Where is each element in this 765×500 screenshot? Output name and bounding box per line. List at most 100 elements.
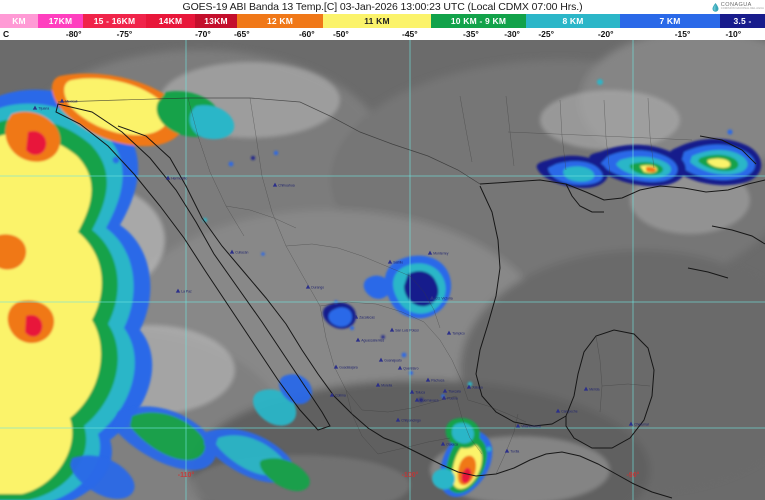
scale-segment-6: 11 KM xyxy=(323,14,431,28)
city-label: Guanajuato xyxy=(384,359,402,363)
city-dot-icon xyxy=(504,448,510,453)
city-dot-icon xyxy=(305,284,311,289)
logo-subtitle-text: COMISIÓN NACIONAL DEL AGUA xyxy=(720,7,764,11)
temp-tick-4: -60° xyxy=(298,29,315,39)
city-label: Monterrey xyxy=(433,252,449,256)
city-marker: Hermosillo xyxy=(165,175,187,181)
city-label: Tijuana xyxy=(38,107,49,111)
city-dot-icon xyxy=(329,392,335,397)
city-marker: Culiacán xyxy=(229,249,249,255)
temp-tick-10: -20° xyxy=(597,29,614,39)
city-label: San Luis Potosí xyxy=(395,329,419,333)
city-marker: Mérida xyxy=(583,386,600,392)
city-dot-icon xyxy=(555,408,561,413)
city-label: Morelia xyxy=(381,384,392,388)
city-marker: Guadalajara xyxy=(333,364,358,370)
city-label: Mérida xyxy=(589,388,599,392)
city-marker: Toluca xyxy=(409,389,425,395)
scale-segment-4: 13KM xyxy=(195,14,237,28)
city-label: La Paz xyxy=(181,290,192,294)
city-dot-icon xyxy=(355,337,361,342)
city-marker: Durango xyxy=(305,284,324,290)
city-marker: Tampico xyxy=(446,330,465,336)
water-drop-icon xyxy=(712,2,719,12)
city-label: Durango xyxy=(311,286,324,290)
city-label: Mexicali xyxy=(65,100,77,104)
city-dot-icon xyxy=(414,397,420,402)
city-marker: Cd. Victoria xyxy=(429,295,453,301)
city-marker: Saltillo xyxy=(387,259,403,265)
city-marker: Pachuca xyxy=(425,377,445,383)
color-scale-bar: KM 17KM 15 - 16KM 14KM 13KM 12 KM 11 KM 10 KM -… xyxy=(0,14,765,28)
scale-segment-2: 15 - 16KM xyxy=(83,14,146,28)
city-marker: Morelia xyxy=(375,382,392,388)
city-marker: Chetumal xyxy=(628,421,649,427)
city-dot-icon xyxy=(427,250,433,255)
longitude-label: -110° xyxy=(178,471,195,479)
temp-tick-6: -45° xyxy=(402,29,418,39)
city-dot-icon xyxy=(583,386,589,391)
city-label: Puebla xyxy=(447,397,458,401)
conagua-logo: CONAGUA COMISIÓN NACIONAL DEL AGUA xyxy=(712,1,764,13)
city-label: Cuernavaca xyxy=(420,399,438,403)
longitude-label: -90° xyxy=(627,471,640,479)
city-label: Villahermosa xyxy=(521,425,541,429)
city-dot-icon xyxy=(375,382,381,387)
scale-segment-0: KM xyxy=(0,14,38,28)
scale-segment-3: 14KM xyxy=(146,14,195,28)
temp-tick-12: -10° xyxy=(725,29,742,39)
scale-segment-8: 8 KM xyxy=(526,14,620,28)
city-label: Chilpancingo xyxy=(401,419,421,423)
city-dot-icon xyxy=(441,395,447,400)
city-label: Pachuca xyxy=(431,379,444,383)
city-marker: Campeche xyxy=(555,408,578,414)
scale-segment-10: 3.5 - xyxy=(720,14,765,28)
city-dot-icon xyxy=(429,295,435,300)
city-dot-icon xyxy=(515,423,521,428)
city-dot-icon xyxy=(333,364,339,369)
city-label: Campeche xyxy=(561,410,578,414)
city-label: Saltillo xyxy=(393,261,403,265)
city-marker: Aguascalientes xyxy=(355,337,385,343)
city-marker: La Paz xyxy=(175,288,192,294)
page-title: GOES-19 ABI Banda 13 Temp.[C] 03-Jan-202… xyxy=(182,1,583,13)
city-label: Oaxaca xyxy=(446,443,458,447)
city-dot-icon xyxy=(466,384,472,389)
city-dot-icon xyxy=(442,388,448,393)
temp-tick-9: -25° xyxy=(538,29,555,39)
city-dot-icon xyxy=(353,314,359,319)
city-label: Xalapa xyxy=(472,386,483,390)
city-label: Culiacán xyxy=(235,251,248,255)
city-label: Chetumal xyxy=(634,423,649,427)
city-marker: San Luis Potosí xyxy=(389,327,419,333)
logo-brand-text: CONAGUA xyxy=(720,1,752,8)
temp-tick-7: -35° xyxy=(463,29,479,39)
city-label: Tuxtla xyxy=(510,450,519,454)
city-label: Toluca xyxy=(415,391,425,395)
city-dot-icon xyxy=(395,417,401,422)
city-marker: Villahermosa xyxy=(515,423,541,429)
city-dot-icon xyxy=(628,421,634,426)
title-bar: GOES-19 ABI Banda 13 Temp.[C] 03-Jan-202… xyxy=(0,0,765,14)
city-label: Aguascalientes xyxy=(361,339,384,343)
city-dot-icon xyxy=(446,330,452,335)
scale-segment-1: 17KM xyxy=(38,14,83,28)
city-marker-layer: Mexicali Tijuana Hermosillo Chihuahua La Paz… xyxy=(32,98,649,454)
city-label: Guadalajara xyxy=(339,366,358,370)
city-dot-icon xyxy=(32,105,38,110)
city-label: Cd. Victoria xyxy=(435,297,453,301)
temp-tick-5: -50° xyxy=(333,29,349,39)
city-marker: Xalapa xyxy=(466,384,483,390)
city-dot-icon xyxy=(387,259,393,264)
satellite-map[interactable]: Mexicali Tijuana Hermosillo Chihuahua La Paz… xyxy=(0,40,765,500)
city-dot-icon xyxy=(389,327,395,332)
city-label: Querétaro xyxy=(403,367,418,371)
map-canvas: Mexicali Tijuana Hermosillo Chihuahua La Paz… xyxy=(0,40,765,500)
city-marker: Monterrey xyxy=(427,250,449,256)
city-marker: Tijuana xyxy=(32,105,49,111)
city-marker: Guanajuato xyxy=(378,357,402,363)
temp-tick-8: -30° xyxy=(504,29,520,39)
longitude-label: -100° xyxy=(402,471,419,479)
scale-segment-5: 12 KM xyxy=(237,14,323,28)
